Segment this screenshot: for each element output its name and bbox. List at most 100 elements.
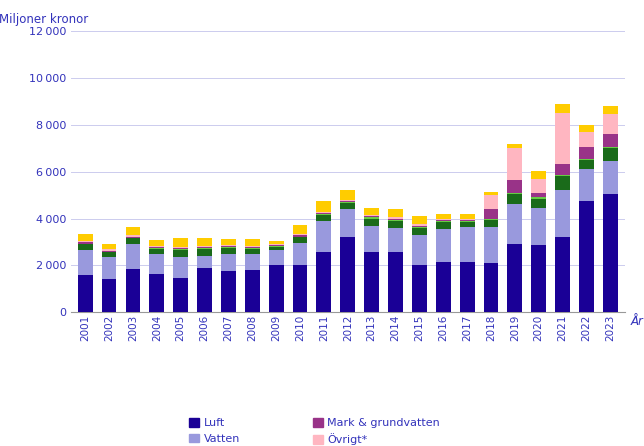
Bar — [341, 201, 355, 202]
Bar — [531, 208, 546, 245]
Bar — [412, 224, 427, 226]
Bar — [221, 248, 236, 254]
Bar — [102, 252, 117, 257]
Bar — [197, 256, 212, 268]
Bar — [197, 238, 212, 246]
Bar — [78, 275, 93, 312]
Bar — [460, 221, 475, 222]
Text: År: År — [630, 315, 643, 328]
Bar — [341, 203, 355, 209]
Bar — [507, 180, 522, 193]
Bar — [126, 235, 140, 236]
Bar — [484, 192, 498, 195]
Bar — [412, 228, 427, 235]
Bar — [269, 246, 283, 247]
Bar — [102, 251, 117, 252]
Bar — [149, 248, 164, 249]
Bar — [149, 240, 164, 246]
Bar — [221, 246, 236, 247]
Bar — [460, 219, 475, 220]
Bar — [269, 245, 283, 246]
Bar — [269, 241, 283, 244]
Bar — [341, 200, 355, 201]
Bar — [412, 235, 427, 265]
Bar — [126, 244, 140, 269]
Text: Miljoner kronor: Miljoner kronor — [0, 12, 88, 25]
Bar — [149, 254, 164, 273]
Bar — [173, 278, 188, 312]
Bar — [436, 221, 451, 222]
Bar — [292, 243, 307, 265]
Bar — [436, 229, 451, 262]
Bar — [484, 220, 498, 227]
Bar — [316, 213, 331, 214]
Bar — [484, 209, 498, 219]
Bar — [388, 217, 403, 219]
Bar — [245, 247, 260, 248]
Bar — [579, 159, 594, 160]
Bar — [412, 216, 427, 224]
Bar — [341, 209, 355, 237]
Bar — [221, 239, 236, 245]
Bar — [102, 257, 117, 279]
Bar — [126, 239, 140, 244]
Bar — [507, 144, 522, 148]
Bar — [603, 106, 618, 114]
Bar — [388, 220, 403, 221]
Bar — [245, 249, 260, 254]
Bar — [460, 262, 475, 312]
Bar — [388, 228, 403, 252]
Bar — [126, 236, 140, 238]
Bar — [365, 215, 379, 216]
Bar — [102, 244, 117, 249]
Bar — [579, 147, 594, 159]
Bar — [292, 235, 307, 236]
Bar — [579, 169, 594, 201]
Bar — [484, 219, 498, 220]
Bar — [341, 237, 355, 312]
Bar — [365, 219, 379, 226]
Bar — [579, 125, 594, 132]
Bar — [603, 161, 618, 194]
Bar — [173, 249, 188, 250]
Bar — [365, 208, 379, 215]
Bar — [579, 132, 594, 147]
Bar — [365, 216, 379, 217]
Bar — [507, 193, 522, 194]
Legend: Luft, Vatten, Avfall, Biodiversitet, Mark & grundvatten, Övrigt*, Övrigt, : Luft, Vatten, Avfall, Biodiversitet, Mar… — [185, 413, 444, 446]
Bar — [603, 148, 618, 161]
Bar — [245, 254, 260, 270]
Bar — [173, 250, 188, 257]
Bar — [245, 248, 260, 249]
Bar — [531, 198, 546, 208]
Bar — [102, 279, 117, 312]
Bar — [460, 214, 475, 219]
Bar — [316, 252, 331, 312]
Bar — [316, 201, 331, 211]
Bar — [507, 148, 522, 180]
Bar — [555, 190, 570, 237]
Bar — [341, 202, 355, 203]
Bar — [460, 220, 475, 221]
Bar — [531, 245, 546, 312]
Bar — [78, 234, 93, 241]
Bar — [221, 247, 236, 248]
Bar — [197, 249, 212, 256]
Bar — [555, 104, 570, 113]
Bar — [149, 249, 164, 254]
Bar — [412, 265, 427, 312]
Bar — [149, 273, 164, 312]
Bar — [579, 201, 594, 312]
Bar — [269, 265, 283, 312]
Bar — [269, 244, 283, 245]
Bar — [292, 234, 307, 235]
Bar — [579, 160, 594, 169]
Bar — [460, 227, 475, 262]
Bar — [316, 221, 331, 252]
Bar — [603, 114, 618, 134]
Bar — [245, 270, 260, 312]
Bar — [484, 227, 498, 263]
Bar — [197, 246, 212, 247]
Bar — [555, 237, 570, 312]
Bar — [436, 222, 451, 229]
